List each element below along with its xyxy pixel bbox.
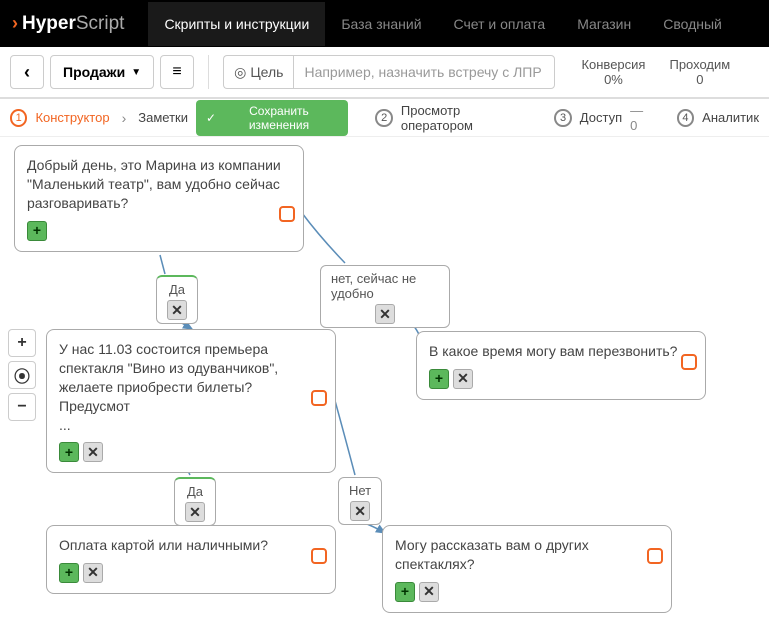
node-handle-icon[interactable] [647, 548, 663, 564]
step-1-circle[interactable]: 1 [10, 109, 27, 127]
node-handle-icon[interactable] [311, 548, 327, 564]
zoom-out-button[interactable]: − [8, 393, 36, 421]
node-handle-icon[interactable] [279, 206, 295, 222]
node-text: Могу рассказать вам о других спектаклях? [395, 536, 659, 574]
save-label: Сохранить изменения [220, 104, 338, 132]
chip-label: нет, сейчас не удобно [331, 271, 439, 301]
stat-value: 0 [669, 72, 730, 87]
chip-label: Да [167, 282, 187, 297]
goal-input[interactable] [293, 55, 555, 89]
nav-item-store[interactable]: Магазин [561, 2, 647, 46]
close-icon[interactable]: ✕ [453, 369, 473, 389]
chip-yes-2[interactable]: Да ✕ [174, 477, 216, 526]
logo-text-script: Script [76, 13, 125, 35]
step-3-suffix: — 0 [630, 103, 653, 133]
check-icon: ✓ [206, 111, 216, 125]
node-text: Добрый день, это Марина из компании "Мал… [27, 156, 291, 213]
add-icon[interactable]: + [395, 582, 415, 602]
node-payment[interactable]: Оплата картой или наличными? + ✕ [46, 525, 336, 594]
node-greeting[interactable]: Добрый день, это Марина из компании "Мал… [14, 145, 304, 252]
step-1-label[interactable]: Конструктор [35, 110, 109, 125]
nav-item-billing[interactable]: Счет и оплата [438, 2, 562, 46]
dropdown-label: Продажи [63, 64, 125, 80]
steps-bar: 1 Конструктор › Заметки ✓ Сохранить изме… [0, 99, 769, 137]
chevron-down-icon: ▼ [131, 67, 141, 78]
logo-chevron-icon: › [12, 13, 18, 34]
node-other-shows[interactable]: Могу рассказать вам о других спектаклях?… [382, 525, 672, 613]
step-1-sub[interactable]: Заметки [138, 110, 188, 125]
chip-no-2[interactable]: Нет ✕ [338, 477, 382, 525]
close-icon[interactable]: ✕ [167, 300, 187, 320]
step-2-label[interactable]: Просмотр оператором [401, 103, 531, 133]
stat-label: Конверсия [581, 57, 645, 72]
step-4-circle[interactable]: 4 [677, 109, 694, 127]
close-icon[interactable]: ✕ [375, 304, 395, 324]
stats: Конверсия 0% Проходим 0 [581, 57, 730, 87]
step-3-circle[interactable]: 3 [554, 109, 571, 127]
chip-label: Да [185, 484, 205, 499]
category-dropdown[interactable]: Продажи ▼ [50, 55, 154, 89]
nav-item-scripts[interactable]: Скрипты и инструкции [148, 2, 325, 46]
nav-item-summary[interactable]: Сводный [647, 2, 738, 46]
node-text: Оплата картой или наличными? [59, 536, 323, 555]
close-icon[interactable]: ✕ [419, 582, 439, 602]
chevron-right-icon: › [122, 110, 127, 126]
canvas[interactable]: + ⦿ − Добрый день, это Марина из компани… [0, 137, 769, 622]
node-premiere[interactable]: У нас 11.03 состоится премьера спектакля… [46, 329, 336, 473]
node-callback[interactable]: В какое время могу вам перезвонить? + ✕ [416, 331, 706, 400]
zoom-center-button[interactable]: ⦿ [8, 361, 36, 389]
close-icon[interactable]: ✕ [83, 442, 103, 462]
stat-label: Проходим [669, 57, 730, 72]
nav-items: Скрипты и инструкции База знаний Счет и … [148, 2, 737, 46]
node-text: У нас 11.03 состоится премьера спектакля… [59, 340, 323, 434]
stat-conversion: Конверсия 0% [581, 57, 645, 87]
goal-label: ◎ Цель [223, 55, 293, 89]
close-icon[interactable]: ✕ [185, 502, 205, 522]
step-2-circle[interactable]: 2 [375, 109, 392, 127]
step-4-label[interactable]: Аналитик [702, 110, 759, 125]
close-icon[interactable]: ✕ [83, 563, 103, 583]
add-icon[interactable]: + [59, 442, 79, 462]
top-nav: › HyperScript Скрипты и инструкции База … [0, 0, 769, 47]
goal-group: ◎ Цель [223, 55, 555, 89]
nav-item-knowledge[interactable]: База знаний [325, 2, 437, 46]
chip-no-1[interactable]: нет, сейчас не удобно ✕ [320, 265, 450, 328]
zoom-in-button[interactable]: + [8, 329, 36, 357]
logo-text-hyper: Hyper [22, 13, 76, 35]
node-handle-icon[interactable] [311, 390, 327, 406]
save-button[interactable]: ✓ Сохранить изменения [196, 100, 348, 136]
node-text: В какое время могу вам перезвонить? [429, 342, 693, 361]
logo[interactable]: › HyperScript [12, 13, 124, 35]
add-icon[interactable]: + [27, 221, 47, 241]
target-icon: ◎ [234, 64, 246, 81]
menu-button[interactable]: ≡ [160, 55, 194, 89]
toolbar: ‹ Продажи ▼ ≡ ◎ Цель Конверсия 0% Проход… [0, 47, 769, 99]
step-3-label[interactable]: Доступ [580, 110, 622, 125]
add-icon[interactable]: + [429, 369, 449, 389]
stat-passes: Проходим 0 [669, 57, 730, 87]
back-button[interactable]: ‹ [10, 55, 44, 89]
node-handle-icon[interactable] [681, 354, 697, 370]
chip-label: Нет [349, 483, 371, 498]
close-icon[interactable]: ✕ [350, 501, 370, 521]
divider [208, 55, 209, 89]
chip-yes-1[interactable]: Да ✕ [156, 275, 198, 324]
zoom-controls: + ⦿ − [8, 329, 36, 421]
stat-value: 0% [581, 72, 645, 87]
goal-text: Цель [250, 64, 283, 80]
add-icon[interactable]: + [59, 563, 79, 583]
